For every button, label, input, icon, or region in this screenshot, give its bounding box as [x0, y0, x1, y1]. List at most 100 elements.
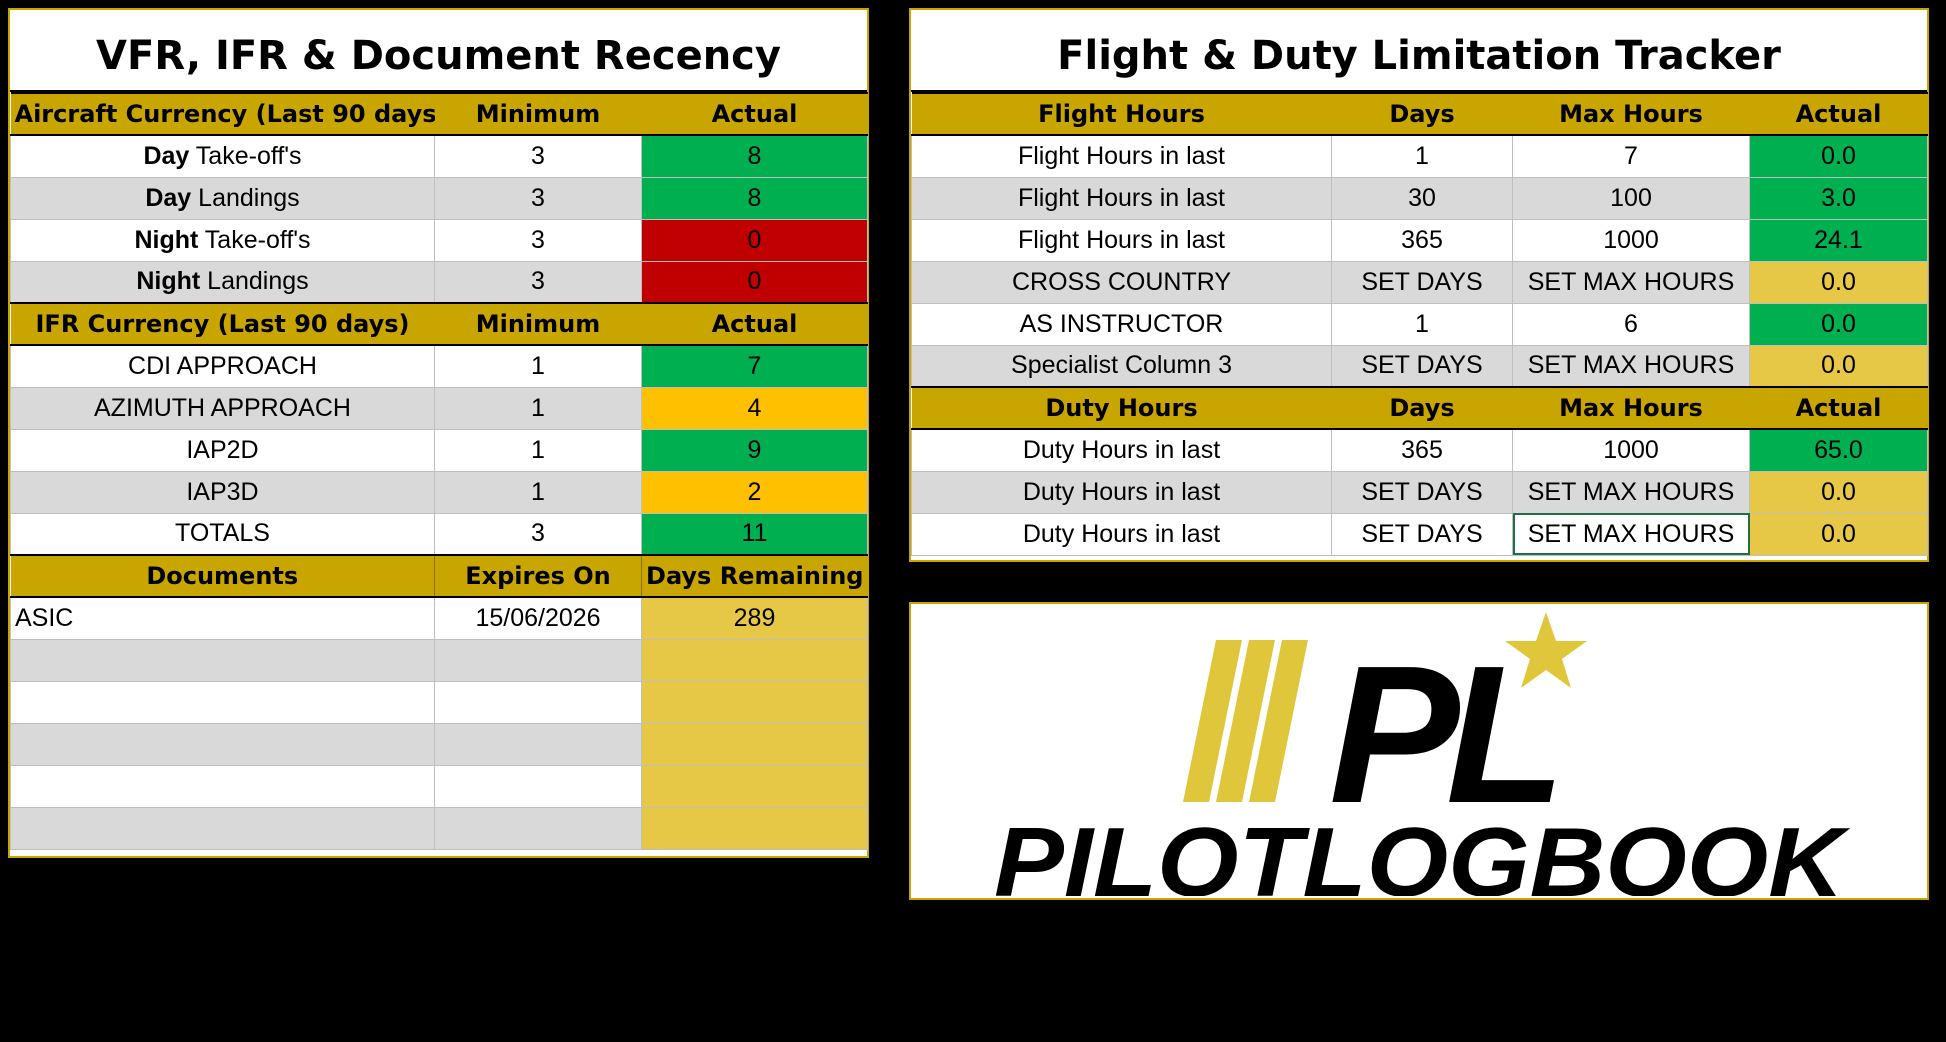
duty-row-max[interactable]: SET MAX HOURS — [1512, 512, 1750, 556]
flight-row-actual[interactable]: 24.1 — [1749, 218, 1928, 262]
doc-row-expires[interactable]: 15/06/2026 — [434, 596, 642, 640]
flight-row-days[interactable]: 1 — [1331, 134, 1513, 178]
aircraft-header-actual[interactable]: Actual — [641, 92, 868, 136]
doc-header-label[interactable]: Documents — [10, 554, 435, 598]
duty-row-actual[interactable]: 65.0 — [1749, 428, 1928, 472]
aircraft-row-min[interactable]: 3 — [434, 218, 642, 262]
duty-row-label[interactable]: Duty Hours in last — [911, 470, 1332, 514]
ifr-row-label[interactable]: IAP2D — [10, 428, 435, 472]
doc-row-remaining[interactable]: 289 — [641, 596, 868, 640]
ifr-header-min[interactable]: Minimum — [434, 302, 642, 346]
aircraft-row-min[interactable]: 3 — [434, 260, 642, 304]
doc-row-remaining[interactable] — [641, 764, 868, 808]
doc-row-expires[interactable] — [434, 680, 642, 724]
flight-row-label[interactable]: AS INSTRUCTOR — [911, 302, 1332, 346]
aircraft-row-label[interactable]: Night Landings — [10, 260, 435, 304]
duty-header-label[interactable]: Duty Hours — [911, 386, 1332, 430]
flight-row-actual[interactable]: 0.0 — [1749, 260, 1928, 304]
ifr-header-actual[interactable]: Actual — [641, 302, 868, 346]
flight-header-actual[interactable]: Actual — [1749, 92, 1928, 136]
flight-row-actual[interactable]: 0.0 — [1749, 134, 1928, 178]
ifr-row-label[interactable]: CDI APPROACH — [10, 344, 435, 388]
aircraft-row-min[interactable]: 3 — [434, 134, 642, 178]
doc-row-expires[interactable] — [434, 722, 642, 766]
flight-header-days[interactable]: Days — [1331, 92, 1513, 136]
aircraft-header-min[interactable]: Minimum — [434, 92, 642, 136]
aircraft-row-label[interactable]: Day Landings — [10, 176, 435, 220]
ifr-header-label[interactable]: IFR Currency (Last 90 days) — [10, 302, 435, 346]
duty-row-days[interactable]: SET DAYS — [1331, 512, 1513, 556]
ifr-row-actual[interactable]: 4 — [641, 386, 868, 430]
doc-row-remaining[interactable] — [641, 680, 868, 724]
doc-row-label[interactable] — [10, 638, 435, 682]
flight-row-actual[interactable]: 0.0 — [1749, 344, 1928, 388]
aircraft-row-label-bold: Day — [145, 183, 192, 212]
ifr-row-label[interactable]: TOTALS — [10, 512, 435, 556]
duty-row-days[interactable]: SET DAYS — [1331, 470, 1513, 514]
flight-row-actual[interactable]: 3.0 — [1749, 176, 1928, 220]
ifr-row-label[interactable]: IAP3D — [10, 470, 435, 514]
duty-row-actual[interactable]: 0.0 — [1749, 512, 1928, 556]
duty-header-days[interactable]: Days — [1331, 386, 1513, 430]
doc-row-label[interactable] — [10, 806, 435, 850]
flight-row-label[interactable]: Flight Hours in last — [911, 134, 1332, 178]
flight-row-days[interactable]: 365 — [1331, 218, 1513, 262]
ifr-row-actual[interactable]: 2 — [641, 470, 868, 514]
aircraft-row-label[interactable]: Day Take-off's — [10, 134, 435, 178]
doc-row-remaining[interactable] — [641, 806, 868, 850]
duty-header-actual[interactable]: Actual — [1749, 386, 1928, 430]
doc-row-remaining[interactable] — [641, 638, 868, 682]
ifr-row-min[interactable]: 1 — [434, 344, 642, 388]
duty-row-actual[interactable]: 0.0 — [1749, 470, 1928, 514]
duty-header-max[interactable]: Max Hours — [1512, 386, 1750, 430]
flight-row-max[interactable]: 6 — [1512, 302, 1750, 346]
logo-wordmark: PILOTLOGBOOK — [994, 807, 1851, 896]
duty-row-max[interactable]: SET MAX HOURS — [1512, 470, 1750, 514]
ifr-row-actual[interactable]: 9 — [641, 428, 868, 472]
flight-row-days[interactable]: 30 — [1331, 176, 1513, 220]
flight-row-label[interactable]: Flight Hours in last — [911, 218, 1332, 262]
flight-row-days[interactable]: SET DAYS — [1331, 260, 1513, 304]
doc-row-label[interactable] — [10, 722, 435, 766]
duty-row-days[interactable]: 365 — [1331, 428, 1513, 472]
flight-row-actual[interactable]: 0.0 — [1749, 302, 1928, 346]
flight-row-max[interactable]: 100 — [1512, 176, 1750, 220]
ifr-row-label[interactable]: AZIMUTH APPROACH — [10, 386, 435, 430]
flight-row-label[interactable]: CROSS COUNTRY — [911, 260, 1332, 304]
doc-row-remaining[interactable] — [641, 722, 868, 766]
doc-row-label[interactable]: ASIC — [10, 596, 435, 640]
flight-row-days[interactable]: 1 — [1331, 302, 1513, 346]
flight-row-max[interactable]: SET MAX HOURS — [1512, 344, 1750, 388]
duty-row-label[interactable]: Duty Hours in last — [911, 512, 1332, 556]
aircraft-row-actual[interactable]: 8 — [641, 176, 868, 220]
doc-header-expires[interactable]: Expires On — [434, 554, 642, 598]
ifr-row-min[interactable]: 1 — [434, 428, 642, 472]
doc-row-expires[interactable] — [434, 638, 642, 682]
flight-header-max[interactable]: Max Hours — [1512, 92, 1750, 136]
ifr-row-actual[interactable]: 11 — [641, 512, 868, 556]
flight-row-max[interactable]: 1000 — [1512, 218, 1750, 262]
flight-row-label[interactable]: Specialist Column 3 — [911, 344, 1332, 388]
duty-row-label[interactable]: Duty Hours in last — [911, 428, 1332, 472]
ifr-row-min[interactable]: 1 — [434, 386, 642, 430]
aircraft-header-label[interactable]: Aircraft Currency (Last 90 days) — [10, 92, 435, 136]
doc-row-expires[interactable] — [434, 806, 642, 850]
aircraft-row-actual[interactable]: 0 — [641, 260, 868, 304]
flight-row-max[interactable]: 7 — [1512, 134, 1750, 178]
doc-row-label[interactable] — [10, 764, 435, 808]
duty-row-max[interactable]: 1000 — [1512, 428, 1750, 472]
doc-header-remaining[interactable]: Days Remaining — [641, 554, 868, 598]
flight-row-days[interactable]: SET DAYS — [1331, 344, 1513, 388]
aircraft-row-min[interactable]: 3 — [434, 176, 642, 220]
ifr-row-actual[interactable]: 7 — [641, 344, 868, 388]
flight-row-max[interactable]: SET MAX HOURS — [1512, 260, 1750, 304]
doc-row-label[interactable] — [10, 680, 435, 724]
doc-row-expires[interactable] — [434, 764, 642, 808]
flight-header-label[interactable]: Flight Hours — [911, 92, 1332, 136]
aircraft-row-actual[interactable]: 8 — [641, 134, 868, 178]
flight-row-label[interactable]: Flight Hours in last — [911, 176, 1332, 220]
aircraft-row-label[interactable]: Night Take-off's — [10, 218, 435, 262]
ifr-row-min[interactable]: 1 — [434, 470, 642, 514]
aircraft-row-actual[interactable]: 0 — [641, 218, 868, 262]
ifr-row-min[interactable]: 3 — [434, 512, 642, 556]
